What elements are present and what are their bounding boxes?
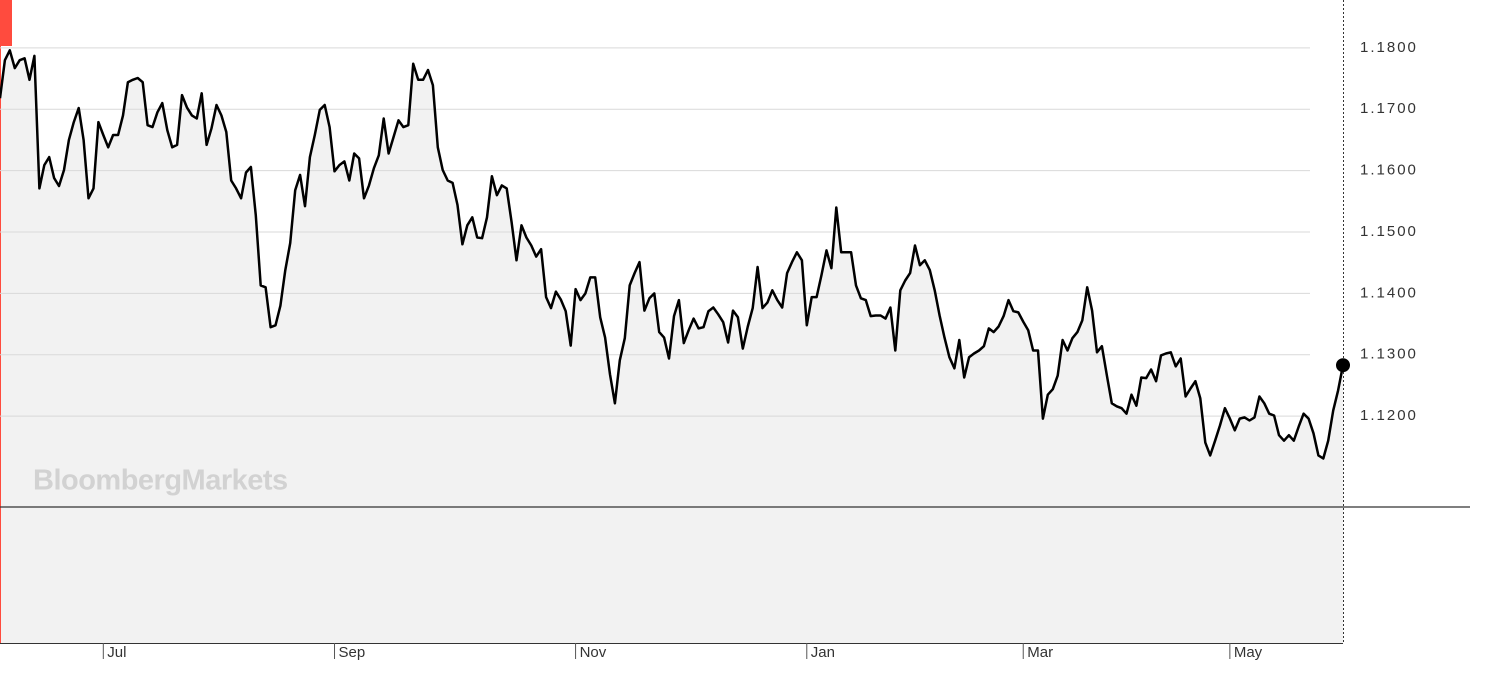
y-tick-label: 1.1200 [1360,407,1418,424]
y-tick-label: 1.1600 [1360,162,1418,179]
y-tick-label: 1.1400 [1360,284,1418,301]
red-marker [0,0,12,46]
y-tick-label: 1.1500 [1360,223,1418,240]
watermark: BloombergMarkets [33,465,288,497]
y-tick-label: 1.1300 [1360,346,1418,363]
x-tick-label: Nov [580,644,607,661]
x-tick-label: Jan [811,644,835,661]
x-tick-label: May [1234,644,1263,661]
x-tick-label: Jul [107,644,126,661]
last-point [1336,358,1350,373]
y-tick-label: 1.1700 [1360,100,1418,117]
y-tick-label: 1.1800 [1360,39,1418,56]
x-tick-label: Mar [1027,644,1053,661]
x-tick-label: Sep [339,644,366,661]
price-line [0,49,1345,460]
